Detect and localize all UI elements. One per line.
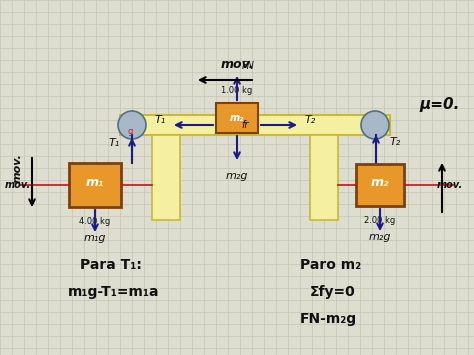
Text: Σfy=0: Σfy=0	[310, 285, 356, 299]
Text: T₁: T₁	[109, 138, 120, 148]
Ellipse shape	[361, 111, 389, 139]
Text: FN: FN	[242, 61, 255, 71]
Bar	[216, 103, 258, 133]
Bar	[120, 115, 390, 135]
Text: 4.00 kg: 4.00 kg	[79, 217, 110, 226]
Text: m₂g: m₂g	[369, 232, 391, 242]
Ellipse shape	[118, 111, 146, 139]
Text: Para T₁:: Para T₁:	[80, 258, 142, 272]
Text: m₁g-T₁=m₁a: m₁g-T₁=m₁a	[68, 285, 159, 299]
Text: T₂: T₂	[305, 115, 316, 125]
Text: FN-m₂g: FN-m₂g	[300, 312, 357, 326]
Bar	[356, 164, 404, 206]
Text: mov.: mov.	[220, 59, 254, 71]
Bar	[310, 135, 338, 220]
Text: m₁g: m₁g	[84, 233, 106, 243]
Text: T₁: T₁	[155, 115, 166, 125]
Text: m₁: m₁	[86, 175, 104, 189]
Text: Paro m₂: Paro m₂	[300, 258, 361, 272]
Text: 2.00 kg: 2.00 kg	[365, 216, 396, 225]
Text: mov.: mov.	[437, 180, 463, 190]
Text: μ=0.: μ=0.	[420, 98, 460, 113]
Text: fr: fr	[241, 120, 249, 130]
Text: mov.: mov.	[5, 180, 31, 190]
Text: g: g	[128, 126, 133, 136]
Text: 1.00 kg: 1.00 kg	[221, 86, 253, 95]
Text: m₂g: m₂g	[226, 171, 248, 181]
Text: m₂: m₂	[230, 113, 244, 123]
Text: mov.: mov.	[13, 153, 23, 183]
Bar	[69, 163, 121, 207]
Text: m₂: m₂	[371, 175, 389, 189]
Bar	[152, 135, 180, 220]
Text: T₂: T₂	[390, 137, 401, 147]
